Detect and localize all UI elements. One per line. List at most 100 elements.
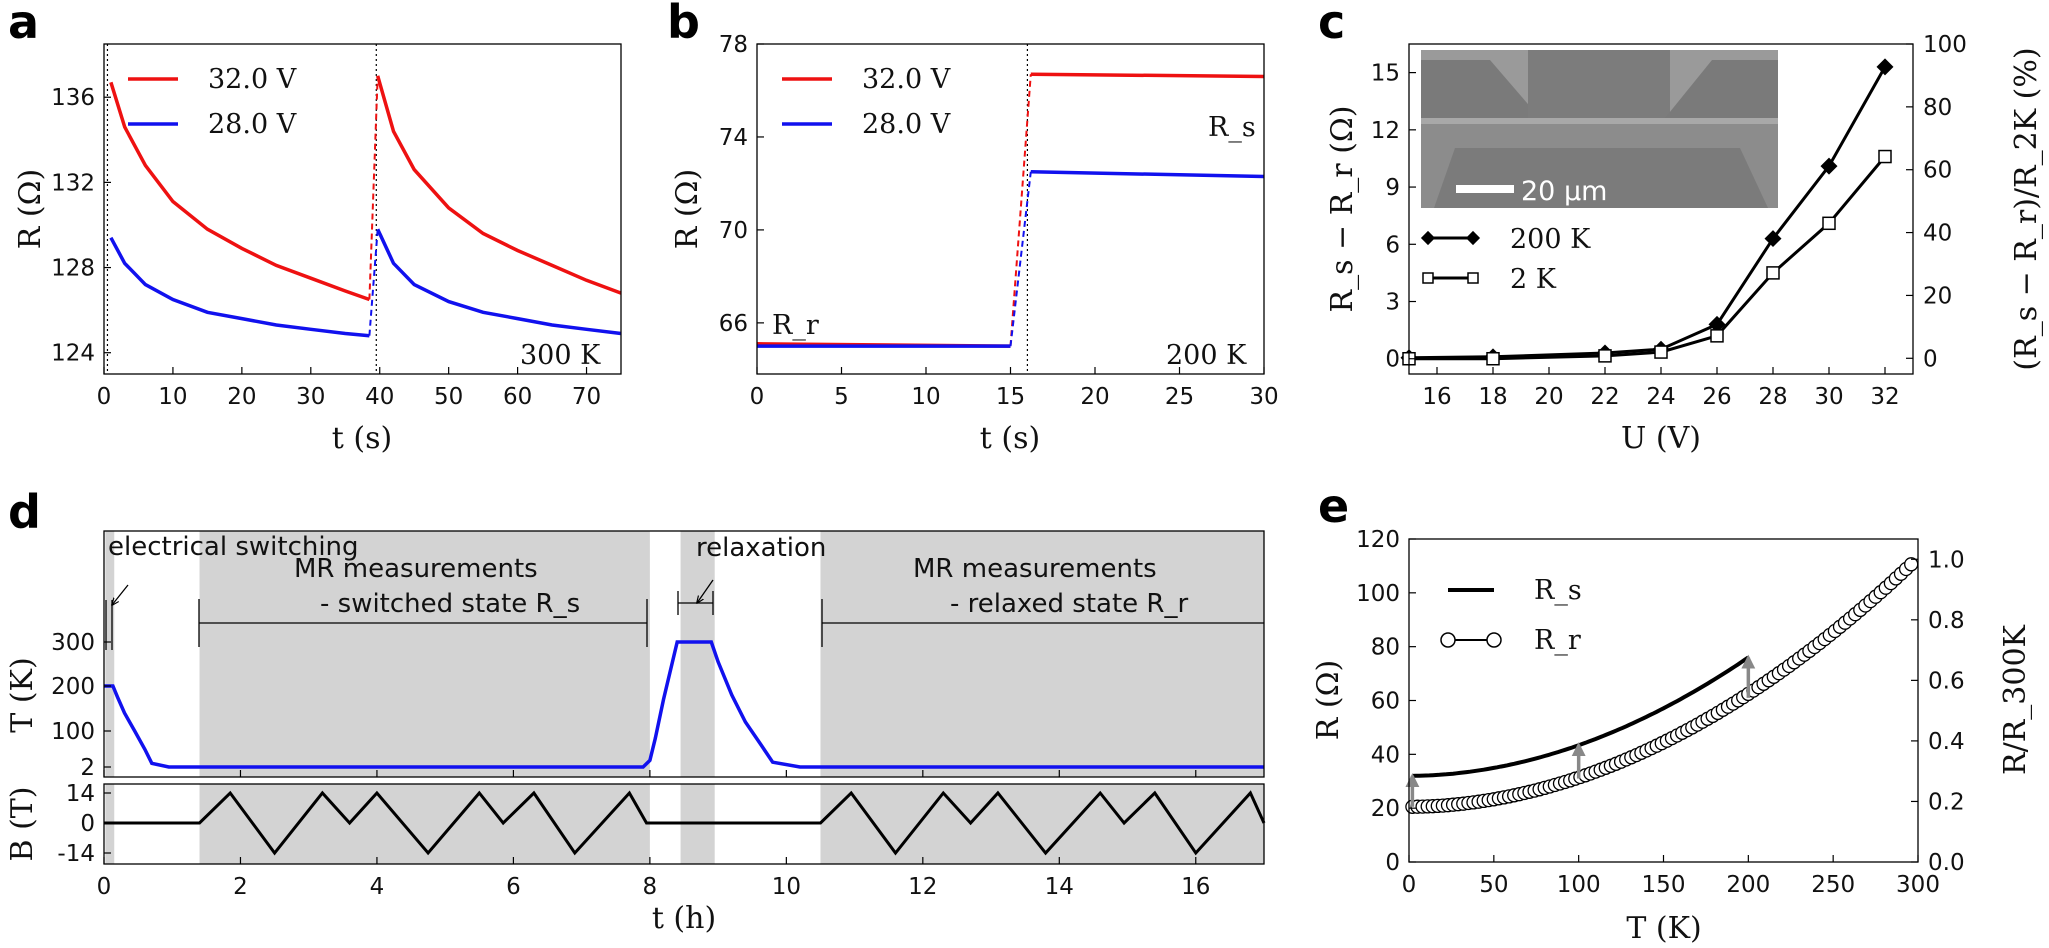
panel-b-rr-annotation: R_r <box>772 310 819 341</box>
panel-e-xtick-label: 100 <box>1557 872 1601 898</box>
panel-e-y2tick-label: 1.0 <box>1928 547 1965 573</box>
panel-a-jump-dashed <box>368 75 379 300</box>
scale-bar <box>1456 185 1514 193</box>
panel-c-y2tick-label: 60 <box>1923 158 1952 184</box>
panel-b-series-line <box>1030 72 1265 79</box>
panel-d-top-frame <box>103 530 1265 778</box>
panel-d-bottom-ytick-label: 0 <box>80 811 95 837</box>
panel-a-xtick-label: 60 <box>503 384 532 410</box>
panel-a-temperature-annotation: 300 K <box>520 340 601 371</box>
panel-d-top-ytick-label: 200 <box>51 674 95 700</box>
annotation-electrical: electrical switching <box>108 532 359 562</box>
panel-a-ylabel: R (Ω) <box>13 169 48 249</box>
panel-d-xlabel: t (h) <box>652 901 716 936</box>
panel-c-series-line <box>1408 66 1887 360</box>
panel-a-ytick-label: 124 <box>51 341 95 367</box>
panel-b-ytick-label: 66 <box>719 311 748 337</box>
panel-b-legend-28v: 28.0 V <box>862 109 951 140</box>
panel-e-xtick-label: 300 <box>1896 872 1940 898</box>
annotation-switched-state: - switched state R_s <box>320 589 580 619</box>
panel-c-point-2k <box>1878 149 1892 164</box>
panel-d-bottom-ytick-label: 14 <box>66 781 95 807</box>
panel-d-top-ytick-label: 300 <box>51 630 95 656</box>
panel-c-point-200k <box>1876 58 1894 76</box>
panel-b-ytick-label: 74 <box>719 125 748 151</box>
panel-d-xtick-label: 16 <box>1181 874 1210 900</box>
panel-a-ytick-label: 132 <box>51 170 95 196</box>
panel-e-chart: 0 50 100 150 200 250 300 0 20 40 60 80 100 120 0.0 0.2 0… <box>1311 527 2033 946</box>
panel-e-ylabel: R (Ω) <box>1311 660 1346 740</box>
panel-d-top-ytick-label: 2 <box>80 755 95 781</box>
panel-d-shaded-region-bottom <box>199 784 650 864</box>
panel-b-xtick-label: 5 <box>834 384 849 410</box>
temperature-line <box>104 640 1264 769</box>
panel-b-data-marks <box>756 44 1265 374</box>
panel-a-data-marks <box>106 44 622 374</box>
annotation-mr-switched: MR measurements <box>294 554 538 584</box>
panel-e-legend-rs: R_s <box>1534 575 1582 606</box>
panel-a-xtick-label: 20 <box>227 384 256 410</box>
panel-b-temperature-annotation: 200 K <box>1166 340 1247 371</box>
panel-c-point-2k <box>1486 351 1500 366</box>
panel-b-series-line <box>1030 170 1265 179</box>
panel-c-ytick-label: 15 <box>1371 61 1400 87</box>
panel-c-point-2k <box>1822 216 1836 231</box>
panel-e-ylabel-right: R/R_300K <box>1998 624 2033 775</box>
panel-e-y2tick-label: 0.8 <box>1928 608 1965 634</box>
panel-a-xtick-label: 10 <box>158 384 187 410</box>
panel-b-ytick-label: 78 <box>719 32 748 58</box>
scale-bar-label: 20 µm <box>1521 176 1607 207</box>
panel-c-xtick-label: 28 <box>1758 384 1787 410</box>
panel-c-y2tick-label: 100 <box>1923 32 1967 58</box>
panel-c-point-2k <box>1598 349 1612 363</box>
panel-c-ylabel-right: (R_s − R_r)/R_2K (%) <box>2009 47 2044 370</box>
panel-d-xtick-label: 12 <box>908 874 937 900</box>
panel-b-xtick-label: 0 <box>750 384 765 410</box>
panel-e-ytick-label: 60 <box>1371 689 1400 715</box>
panel-b-chart: 0 5 10 15 20 25 30 66 70 74 78 t (s) R (Ω) 200 K R… <box>670 32 1279 456</box>
panel-e-xtick-label: 250 <box>1811 872 1855 898</box>
annotation-relaxation: relaxation <box>696 533 826 563</box>
panel-label-c: c <box>1318 0 1345 49</box>
panel-c-y2tick-label: 80 <box>1923 95 1952 121</box>
panel-d-xtick-label: 8 <box>643 874 658 900</box>
panel-c-xtick-label: 20 <box>1534 384 1563 410</box>
panel-c-point-2k <box>1710 329 1724 343</box>
panel-a-series-line <box>376 75 622 295</box>
panel-b-rs-annotation: R_s <box>1208 112 1256 143</box>
panel-a-ytick-label: 136 <box>51 85 95 111</box>
panel-a-jump-dashed <box>368 229 379 336</box>
panel-e-y2tick-label: 0.0 <box>1928 850 1965 876</box>
panel-e-ytick-label: 0 <box>1385 850 1400 876</box>
panel-e-legend-rr-marker <box>1440 632 1456 648</box>
panel-a-xtick-label: 30 <box>296 384 325 410</box>
panel-d-xtick-label: 4 <box>370 874 385 900</box>
panel-b-ytick-label: 70 <box>719 218 748 244</box>
panel-e-ytick-label: 100 <box>1356 581 1400 607</box>
panel-a-series-line <box>376 228 622 336</box>
panel-d-xtick-label: 6 <box>506 874 521 900</box>
panel-a-legend-32v: 32.0 V <box>208 64 297 95</box>
panel-c-point-2k <box>1766 266 1780 280</box>
panel-b-xtick-label: 10 <box>911 384 940 410</box>
panel-e-xtick-label: 50 <box>1479 872 1508 898</box>
panel-c-ytick-label: 3 <box>1385 290 1400 316</box>
panel-c-point-2k <box>1654 345 1668 359</box>
panel-b-jump-dashed <box>1009 74 1032 347</box>
annotation-mr-relaxed: MR measurements <box>913 554 1157 584</box>
panel-b-xtick-label: 20 <box>1080 384 1109 410</box>
panel-a-xtick-label: 0 <box>97 384 112 410</box>
panel-a-series-line <box>109 81 370 302</box>
panel-c-ytick-label: 0 <box>1385 347 1400 373</box>
panel-e-xlabel: T (K) <box>1626 911 1701 946</box>
panel-c-legend-200k-marker <box>1420 230 1436 246</box>
panel-a-ytick-label: 128 <box>51 256 95 282</box>
panel-c-data-marks <box>1400 58 1894 367</box>
panel-c-series-line <box>1409 155 1887 361</box>
panel-e-frame <box>1408 538 1919 863</box>
panel-d-shaded-region <box>105 531 115 777</box>
panel-c-ylabel: R_s − R_r (Ω) <box>1325 106 1360 313</box>
